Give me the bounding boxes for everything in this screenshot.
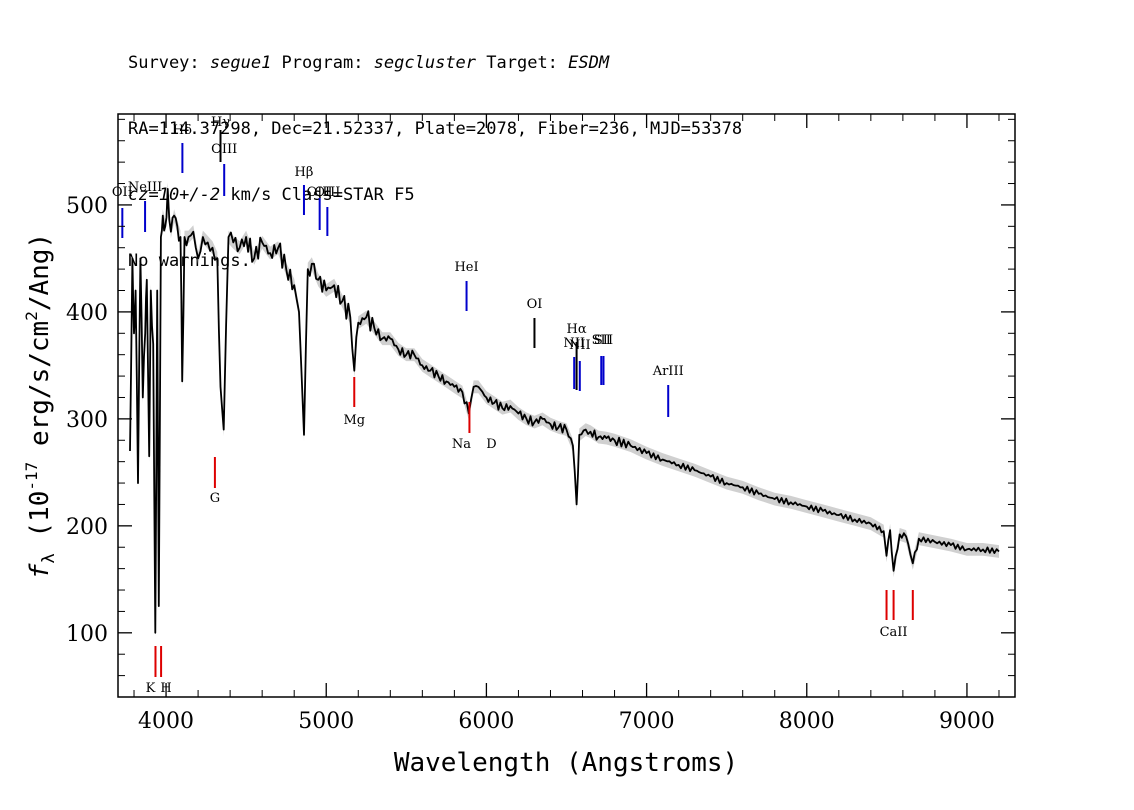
error-band-area [130,182,999,640]
y-tick-label: 400 [66,301,108,326]
program-value: segcluster [373,53,477,73]
y-axis-exp: -17 [22,462,41,491]
emission-line-label: ArIII [652,364,684,379]
target-label: Target: [476,53,569,73]
emission-line-label: Hβ [295,165,314,180]
emission-line-label: Hγ [211,115,230,130]
y-axis-title: fλ (10-17 erg/s/cm2/Ang) [22,233,59,579]
absorption-line-label: Na [452,437,471,452]
y-tick-label: 100 [66,622,108,647]
x-tick-label: 6000 [458,709,514,734]
emission-line-label: Hα [567,322,587,337]
emission-line-label: NII [569,338,591,353]
emission-line-label: OIII [307,185,333,200]
emission-line-label: SII [592,333,611,348]
y-axis-exp2: 2 [22,311,41,321]
spectrum-header: Survey: segue1 Program: segcluster Targe… [128,8,742,294]
emission-line-label: OII [112,185,133,200]
y-tick-label: 500 [66,194,108,219]
target-value: ESDM [568,53,610,73]
x-tick-label: 7000 [619,709,675,734]
emission-line-label: NeIII [128,180,162,195]
redshift-value: cz=10+/-2 [128,185,221,205]
x-axis-title: Wavelength (Angstroms) [394,748,738,778]
y-tick-label: 200 [66,515,108,540]
x-tick-label: 9000 [939,709,995,734]
spectrum-line [129,188,1000,634]
emission-line-label: SII [594,333,613,348]
emission-line-label: OIII [314,185,340,200]
absorption-line-label: G [210,491,220,506]
absorption-line-label: Mg [343,413,365,428]
emission-line-label: HeI [454,260,478,275]
y-tick-label: 300 [66,408,108,433]
absorption-line-label: K [146,681,156,696]
emission-line-label: OI [527,297,543,312]
y-axis-open: (10 [25,491,55,554]
header-line-3: cz=10+/-2 km/s Class=STAR F5 [128,184,742,206]
y-axis-close: /Ang) [25,233,55,311]
absorption-line-label: D [486,437,496,452]
header-line-1: Survey: segue1 Program: segcluster Targe… [128,52,742,74]
x-tick-label: 5000 [298,709,354,734]
header-line-2: RA=114.37298, Dec=21.52337, Plate=2078, … [128,119,743,139]
x-tick-label: 4000 [138,709,194,734]
survey-label: Survey: [128,53,210,73]
spectrum-series-group [129,188,1000,634]
error-band [130,182,999,640]
emission-line-label: OIII [211,142,237,157]
class-info: km/s Class=STAR F5 [220,185,415,205]
survey-value: segue1 [209,53,272,73]
y-axis-mid: erg/s/cm [25,321,55,462]
emission-line-label: Hδ [173,123,192,138]
plot-frame [117,113,1016,698]
emission-line-label: NII [563,336,585,351]
absorption-line-label: CaII [880,625,908,640]
x-tick-label: 8000 [779,709,835,734]
program-label: Program: [271,53,374,73]
axes-group: 4000 5000 6000 7000 8000 9000 100 200 300 400 500 [66,114,1015,734]
y-axis-f: f [25,563,55,579]
y-axis-sub: λ [39,553,59,563]
